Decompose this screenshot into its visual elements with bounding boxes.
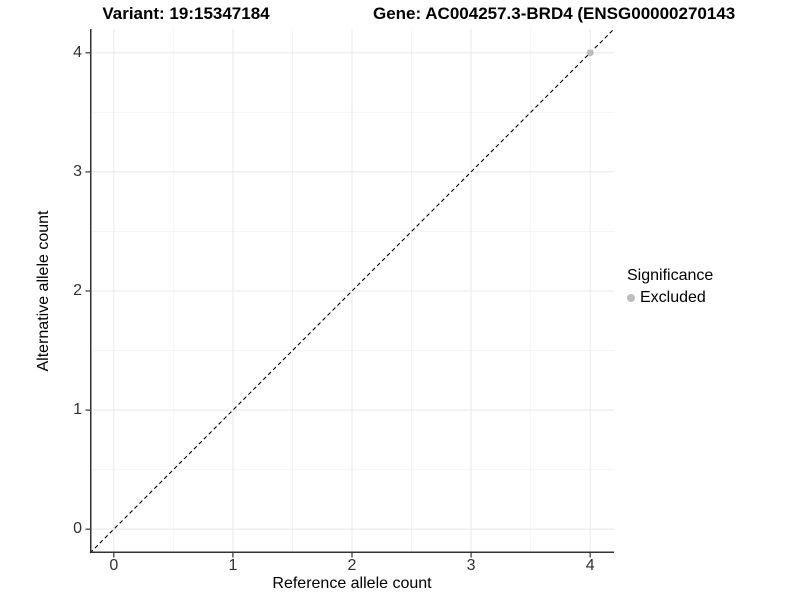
- x-tick-label: 1: [228, 557, 238, 574]
- plot-panel: [85, 28, 615, 558]
- legend-title: Significance: [627, 267, 714, 284]
- y-tick-label: 1: [73, 401, 82, 419]
- identity-line: [89, 28, 615, 554]
- variant-title: Variant: 19:15347184: [102, 4, 270, 23]
- x-tick-label: 2: [347, 557, 357, 574]
- legend-item-excluded: Excluded: [627, 289, 713, 307]
- x-axis-label: Reference allele count: [272, 575, 432, 592]
- excluded-point-icon: [627, 294, 635, 302]
- y-tick-label: 4: [73, 43, 82, 61]
- plot-panel-svg: [85, 28, 615, 558]
- y-tick-label: 0: [73, 520, 82, 538]
- y-tick-label: 3: [73, 162, 82, 180]
- x-tick-label: 0: [109, 557, 119, 574]
- x-tick-label: 3: [466, 557, 476, 574]
- data-point-excluded: [586, 49, 594, 57]
- legend: Significance Excluded: [627, 267, 713, 307]
- gene-title: Gene: AC004257.3-BRD4 (ENSG00000270143: [373, 4, 736, 23]
- y-tick-label: 2: [73, 282, 82, 299]
- x-tick-label: 4: [585, 557, 595, 574]
- legend-item-label: Excluded: [640, 289, 706, 306]
